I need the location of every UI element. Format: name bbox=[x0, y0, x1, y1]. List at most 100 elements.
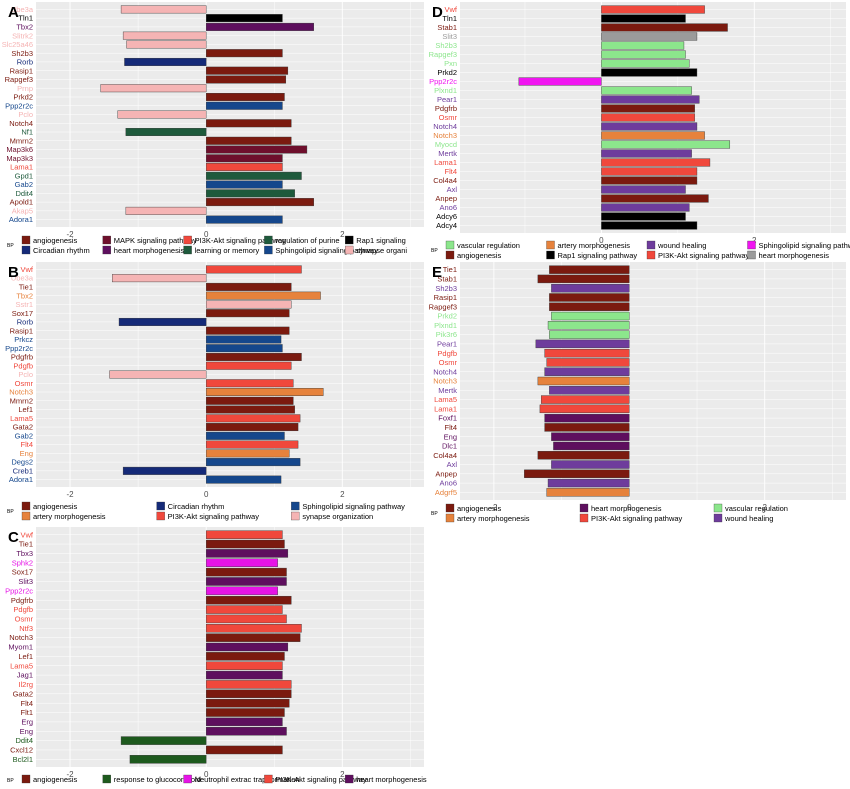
gene-label: Sh2b3 bbox=[435, 41, 457, 50]
bar-pxn bbox=[601, 59, 690, 68]
gene-label: Prkd2 bbox=[437, 68, 457, 77]
bar-bcl2l1 bbox=[129, 755, 207, 764]
bar-prkd2 bbox=[551, 311, 630, 321]
bar-mertk bbox=[549, 386, 630, 395]
gene-label: Osmr bbox=[439, 358, 458, 367]
legend-label: angiogenesis bbox=[457, 251, 501, 260]
bar-sox17 bbox=[205, 567, 287, 577]
panel-e: Tie1Stab1Sh2b3Rasip1Rapgef3Prkd2Plxnd1Pi… bbox=[429, 262, 846, 523]
gene-label: Mertk bbox=[438, 386, 457, 395]
bar-notch3 bbox=[601, 131, 705, 140]
legend-label: regulation of purine bbox=[275, 236, 339, 245]
bar-pdgfb bbox=[205, 605, 283, 614]
legend-swatch bbox=[579, 513, 589, 523]
gene-label: Prkd2 bbox=[437, 312, 457, 321]
bar-rorb bbox=[118, 317, 207, 326]
gene-label: Ppp2r2c bbox=[5, 586, 33, 595]
bar-mertk bbox=[601, 149, 692, 158]
bar-erg bbox=[205, 717, 283, 727]
bar-flt1 bbox=[205, 708, 285, 717]
bar-plxnd1 bbox=[601, 86, 692, 95]
gene-label: Notch4 bbox=[9, 119, 33, 128]
x-tick-label: -2 bbox=[490, 503, 498, 512]
bar-adcy6 bbox=[601, 212, 686, 221]
bar-pclo bbox=[109, 370, 207, 379]
gene-label: Plxnd1 bbox=[434, 321, 457, 330]
bar-notch4 bbox=[544, 367, 630, 376]
gene-label: Ppp2r2c bbox=[5, 344, 33, 353]
x-tick-label: 2 bbox=[340, 490, 345, 499]
bar-map3k6 bbox=[205, 145, 308, 154]
legend-label: angiogenesis bbox=[457, 504, 501, 513]
legend-swatch bbox=[713, 513, 723, 523]
gene-label: Tie1 bbox=[19, 283, 33, 292]
gene-label: Vwf bbox=[444, 5, 457, 14]
gene-label: Col4a4 bbox=[433, 176, 457, 185]
bar-flt4 bbox=[544, 423, 630, 432]
bar-flt4 bbox=[205, 698, 290, 708]
gene-label: Vwf bbox=[20, 530, 33, 539]
gene-label: Osmr bbox=[439, 113, 458, 122]
bar-adora1 bbox=[205, 475, 282, 484]
panel-label: B bbox=[8, 264, 19, 281]
bar-osmr bbox=[546, 358, 630, 367]
legend-label: heart morphogenesis bbox=[591, 504, 662, 513]
bar-tln1 bbox=[601, 14, 686, 23]
bar-rapgef3 bbox=[601, 50, 686, 59]
legend-swatch bbox=[747, 250, 756, 260]
gene-label: Tbx3 bbox=[16, 549, 33, 558]
bar-ube3a bbox=[112, 274, 207, 283]
gene-label: Notch3 bbox=[9, 633, 33, 642]
x-tick-label: 2 bbox=[340, 770, 345, 779]
gene-label: Lama1 bbox=[434, 158, 457, 167]
bar-jag1 bbox=[205, 670, 283, 680]
x-tick-label: -2 bbox=[66, 770, 74, 779]
x-tick-label: -2 bbox=[66, 490, 74, 499]
gene-label: Myocd bbox=[435, 140, 457, 149]
gene-label: Lama5 bbox=[10, 414, 33, 423]
x-tick-label: 2 bbox=[340, 230, 345, 239]
gene-label: Creb1 bbox=[13, 466, 33, 475]
bar-pdgfb bbox=[205, 361, 292, 370]
gene-label: Osmr bbox=[15, 379, 34, 388]
gene-label: Tbx2 bbox=[16, 23, 33, 32]
gene-label: Degs2 bbox=[11, 458, 33, 467]
legend-swatch bbox=[713, 503, 723, 513]
legend-label: vascular regulation bbox=[457, 241, 520, 250]
gene-label: Axl bbox=[447, 185, 458, 194]
bar-axl bbox=[601, 185, 686, 194]
gene-label: Stab1 bbox=[437, 23, 457, 32]
legend-label: artery morphogenesis bbox=[558, 241, 631, 250]
bar-notch4 bbox=[601, 122, 698, 131]
bar-notch3 bbox=[205, 633, 301, 642]
x-tick-label: 0 bbox=[204, 490, 209, 499]
gene-label: Map3k6 bbox=[6, 145, 33, 154]
bar-tbx3 bbox=[205, 549, 289, 558]
bar-mmrn2 bbox=[205, 396, 294, 405]
bar-vwf bbox=[205, 530, 283, 539]
legend-swatch bbox=[291, 511, 300, 521]
gene-label: Sphk2 bbox=[12, 558, 33, 567]
legend-label: PI3K-Akt signaling pathway bbox=[168, 512, 260, 521]
legend-swatch bbox=[646, 240, 656, 250]
legend-swatch bbox=[264, 774, 273, 784]
gene-label: Rorb bbox=[17, 58, 33, 67]
gene-label: Slc25a46 bbox=[2, 40, 33, 49]
legend-label: artery morphogenesis bbox=[33, 512, 106, 521]
legend: BP angiogenesis Circadian rhythm Sphingolip… bbox=[7, 501, 405, 521]
bar-map3k3 bbox=[205, 154, 283, 163]
bar-notch4 bbox=[205, 119, 292, 128]
x-tick-label: 0 bbox=[204, 770, 209, 779]
gene-label: Il2rg bbox=[18, 680, 33, 689]
gene-label: Bcl2l1 bbox=[13, 755, 33, 764]
legend-label: angiogenesis bbox=[33, 502, 77, 511]
gene-label: Sox17 bbox=[12, 568, 33, 577]
bar-slit3 bbox=[205, 577, 287, 586]
bar-flt4 bbox=[205, 440, 299, 449]
legend-swatch bbox=[646, 250, 656, 260]
legend-swatch bbox=[546, 250, 555, 260]
gene-label: Lama5 bbox=[434, 395, 457, 404]
gene-label: Mmrn2 bbox=[10, 396, 33, 405]
legend-label: Sphingolipid signaling pathway bbox=[759, 241, 850, 250]
